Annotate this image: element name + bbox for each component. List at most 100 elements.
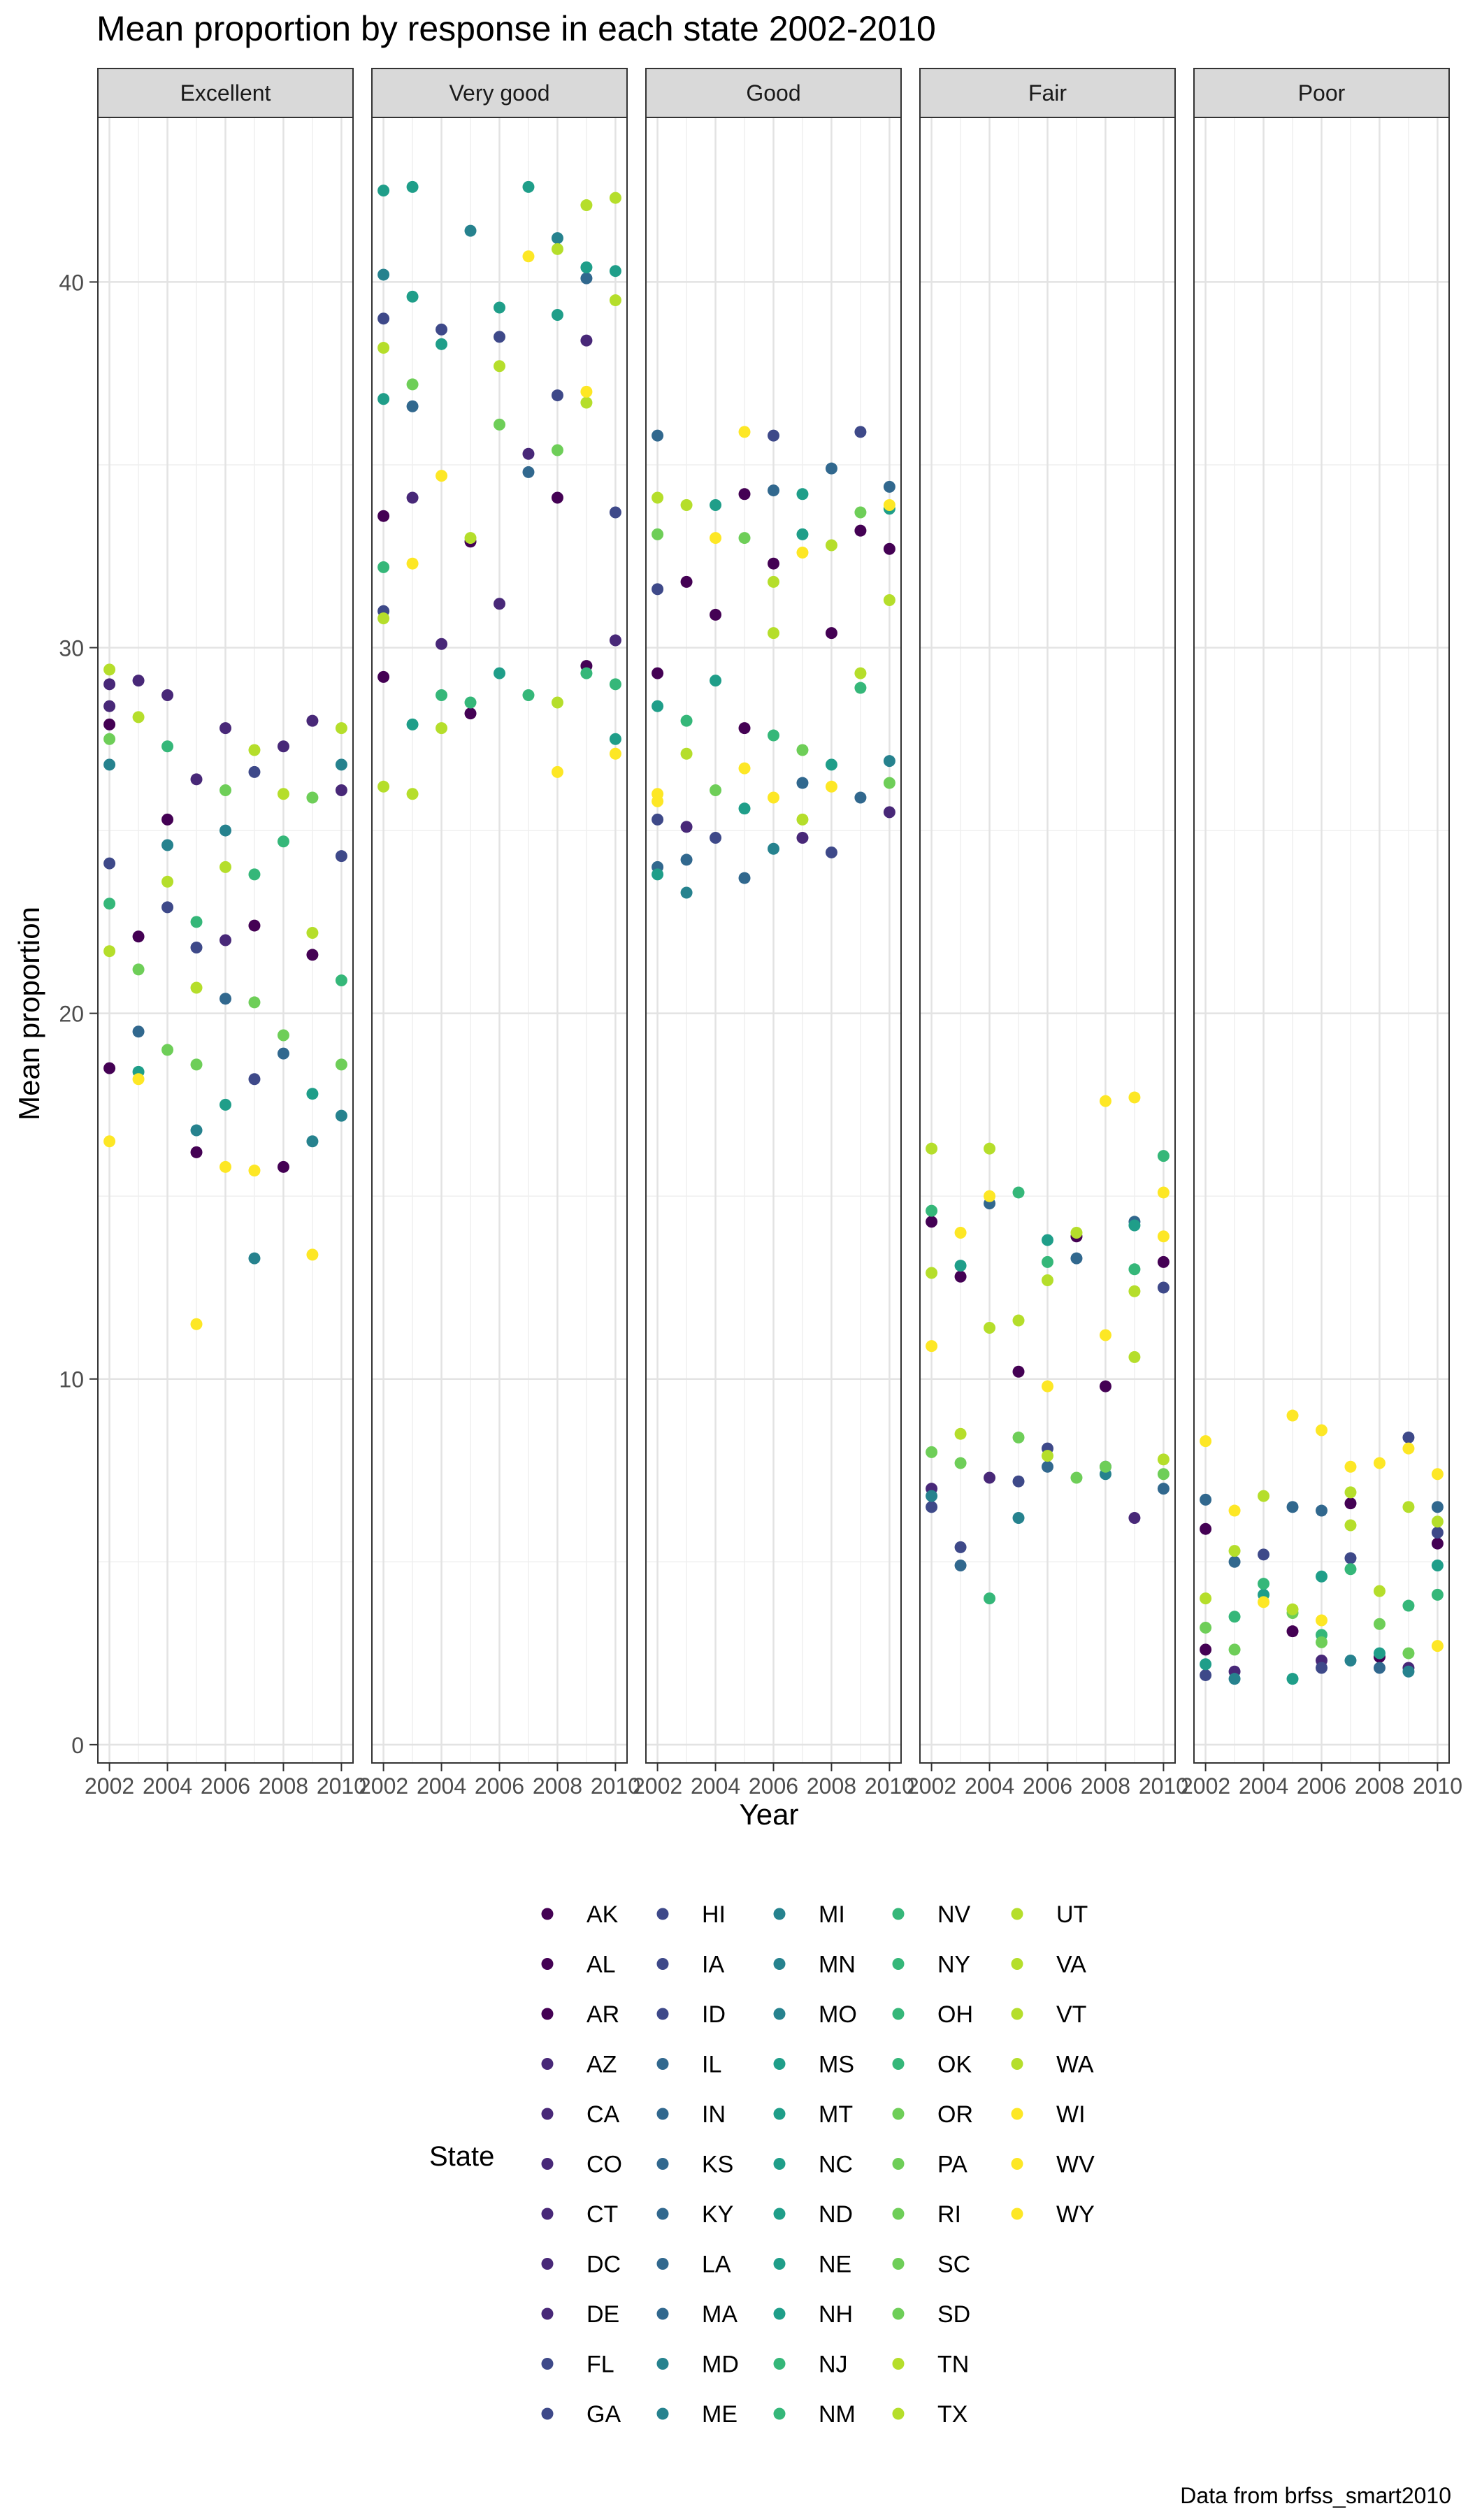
point-MS [406, 718, 419, 730]
point-UT [551, 243, 563, 255]
point-DE [680, 821, 693, 833]
point-UT [984, 1142, 996, 1155]
point-KS [580, 272, 593, 285]
point-DC [436, 638, 448, 650]
legend-key [892, 2258, 905, 2270]
legend-label: SD [937, 2301, 970, 2328]
point-WA [1012, 1314, 1025, 1327]
legend-key [656, 2008, 669, 2020]
facet-label: Fair [1028, 80, 1067, 106]
point-SD [883, 777, 895, 789]
point-ID [436, 323, 448, 336]
legend-item-WV: WV [1011, 2152, 1095, 2178]
point-WV [710, 532, 722, 545]
legend-key [656, 2058, 669, 2070]
point-WV [1157, 1186, 1170, 1199]
legend-key [541, 2358, 554, 2370]
point-SD [248, 996, 261, 1009]
point-WI [1344, 1460, 1357, 1473]
point-WI [436, 470, 448, 482]
point-WV [738, 426, 751, 438]
point-TN [768, 575, 779, 588]
point-MN [1012, 1512, 1025, 1525]
x-tick-label: 2010 [317, 1773, 366, 1799]
gridlines [646, 117, 901, 1763]
point-NE [436, 338, 448, 350]
legend-label: CO [587, 2152, 622, 2178]
point-DE [883, 806, 895, 819]
legend-key [541, 2008, 554, 2020]
y-tick-label: 10 [59, 1367, 84, 1392]
legend-label: CT [587, 2201, 618, 2228]
legend-key [1011, 2208, 1023, 2220]
legend-label: IA [702, 1952, 724, 1978]
legend-key [892, 1958, 905, 1970]
point-ME [377, 268, 390, 281]
x-tick-label: 2006 [475, 1773, 524, 1799]
legend-key [892, 2008, 905, 2020]
legend-label: VT [1056, 2001, 1086, 2028]
legend-item-UT: UT [1011, 1901, 1088, 1928]
legend-key [773, 2307, 786, 2320]
legend-item-NV: NV [892, 1901, 971, 1928]
point-GA [494, 331, 505, 343]
point-KY [1316, 1504, 1327, 1517]
point-MN [1402, 1665, 1415, 1678]
point-GA [954, 1541, 967, 1553]
legend-label: DC [587, 2252, 621, 2278]
y-axis-title: Mean proportion [13, 907, 45, 1121]
point-NE [609, 265, 621, 278]
legend-item-DE: DE [541, 2301, 619, 2328]
legend-item-SD: SD [892, 2301, 970, 2328]
point-MD [248, 1252, 261, 1265]
facet-strip [919, 68, 1176, 118]
legend-title: State [429, 2141, 494, 2172]
panel-good: Good 2002 2004 2006 2008 2010 [633, 68, 914, 1799]
point-FL [1431, 1526, 1444, 1539]
point-SC [1316, 1636, 1327, 1648]
point-AK [1099, 1380, 1111, 1392]
x-axis-title: Year [740, 1798, 799, 1831]
point-NH [406, 290, 419, 303]
point-PA [738, 532, 751, 545]
point-MA [1286, 1501, 1299, 1513]
point-HI [1200, 1669, 1212, 1681]
legend-label: VA [1056, 1952, 1086, 1978]
point-KY [1431, 1501, 1444, 1513]
legend-item-TN: TN [892, 2352, 969, 2378]
point-SC [1402, 1647, 1415, 1659]
point-IA [926, 1501, 938, 1513]
facet-strip [645, 68, 902, 118]
legend-label: NH [819, 2301, 853, 2328]
point-TN [1042, 1274, 1053, 1286]
legend-key [773, 2258, 786, 2270]
legend-key [773, 1958, 786, 1970]
point-VT [1373, 1585, 1386, 1597]
point-IA [710, 832, 722, 844]
point-ME [551, 232, 563, 245]
point-NJ [1228, 1611, 1241, 1623]
point-WV [248, 1165, 261, 1177]
point-WA [609, 294, 621, 307]
point-AR [1157, 1255, 1170, 1268]
point-OR [103, 733, 116, 745]
point-MA [738, 872, 751, 884]
point-AL [1344, 1497, 1357, 1510]
point-AL [768, 557, 779, 570]
legend-item-AR: AR [541, 2001, 619, 2028]
legend-key [773, 2358, 786, 2370]
point-WV [796, 547, 809, 559]
point-IL [796, 777, 809, 789]
point-WY [926, 1340, 938, 1353]
point-HI [103, 857, 116, 870]
point-MD [306, 1135, 319, 1148]
point-TN [984, 1321, 996, 1334]
point-TN [825, 539, 837, 552]
legend-label: AR [587, 2001, 619, 2028]
legend-label: LA [702, 2252, 731, 2278]
legend-label: WY [1056, 2201, 1095, 2228]
legend-item-PA: PA [892, 2152, 967, 2178]
point-WI [522, 250, 535, 263]
point-NC [710, 675, 722, 687]
